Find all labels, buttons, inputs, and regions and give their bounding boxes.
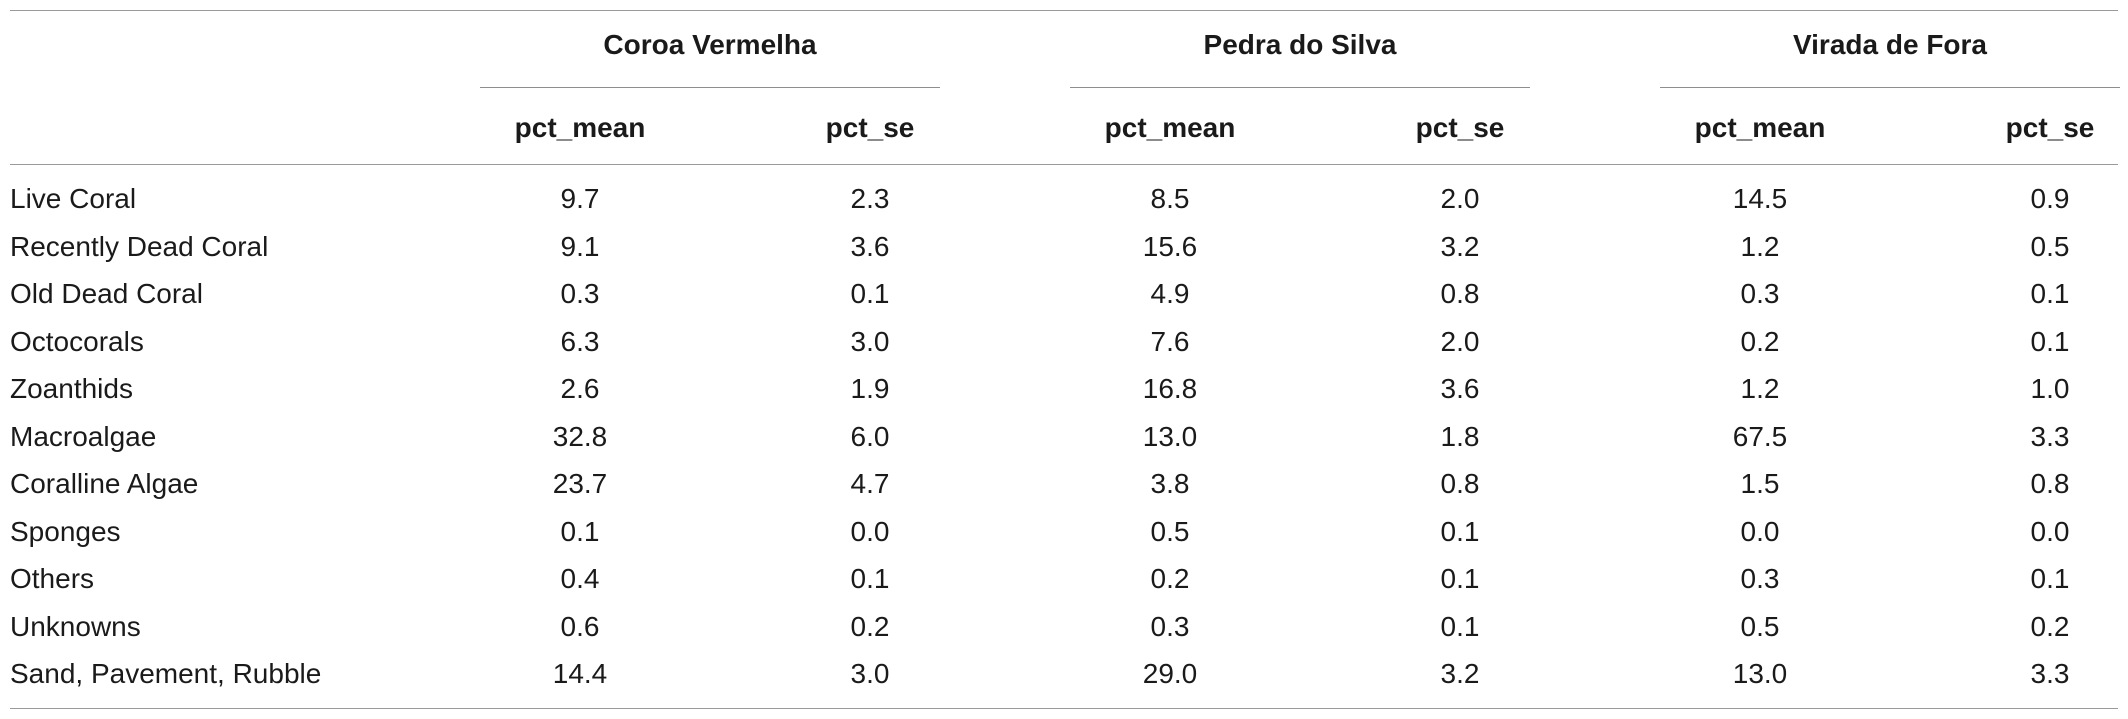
table-cell: 8.5 [1150,183,1190,214]
table-cell: 0.0 [850,515,890,547]
row-label: Sponges [10,515,121,547]
table-cell: 2.3 [850,183,890,214]
table-cell: 4.9 [1150,278,1190,309]
table-cell: 0.4 [560,563,600,594]
row-label: Coralline Algae [10,468,199,499]
column-header-pct-se: pct_se [1415,112,1505,143]
table-cell: 2.0 [1440,325,1480,357]
table-cell: 0.1 [1440,515,1480,547]
table-cell: 3.0 [850,658,890,689]
table-cell: 0.8 [1440,468,1480,499]
table-cell: 1.2 [1740,230,1780,262]
table-cell: 29.0 [1142,658,1198,689]
table-cell: 0.1 [850,563,890,594]
table-cell: 0.2 [1740,325,1780,357]
row-label: Old Dead Coral [10,278,203,309]
table-cell: 0.1 [2030,278,2070,309]
table-cell: 0.1 [2030,325,2070,357]
table-cell: 0.3 [1740,278,1780,309]
table-cell: 16.8 [1142,373,1198,404]
table-cell: 3.6 [850,230,890,262]
table-cell: 67.5 [1732,420,1788,452]
table-cell: 3.3 [2030,658,2070,689]
group-rule-virada-de-fora [1660,87,2120,88]
table-cell: 3.2 [1440,658,1480,689]
group-title-coroa-vermelha: Coroa Vermelha [603,29,817,60]
table-top-rule [10,10,2118,11]
table-cell: 0.1 [1440,563,1480,594]
row-label: Zoanthids [10,373,133,404]
table-bottom-rule [10,708,2118,709]
table-cell: 14.5 [1732,183,1788,214]
row-label: Live Coral [10,183,137,214]
table-cell: 0.6 [560,610,600,642]
row-label: Others [10,563,95,594]
table-cell: 0.2 [850,610,890,642]
table-cell: 3.6 [1440,373,1480,404]
table-cell: 9.7 [560,183,600,214]
table-cell: 0.3 [1740,563,1780,594]
column-header-pct-mean: pct_mean [1104,112,1236,143]
table-cell: 0.1 [850,278,890,309]
table-cell: 0.5 [1740,610,1780,642]
column-header-pct-se: pct_se [825,112,915,143]
table-cell: 13.0 [1142,420,1198,452]
table-cell: 0.2 [1150,563,1190,594]
table-cell: 2.0 [1440,183,1480,214]
table-cell: 0.2 [2030,610,2070,642]
table-cell: 1.9 [850,373,890,404]
group-title-pedra-do-silva: Pedra do Silva [1203,29,1397,60]
table-cell: 0.5 [2030,230,2070,262]
table-cell: 0.3 [560,278,600,309]
table-cell: 7.6 [1150,325,1190,357]
table-cell: 0.9 [2030,183,2070,214]
table-cell: 15.6 [1142,230,1198,262]
row-label: Sand, Pavement, Rubble [10,658,322,689]
table-cell: 4.7 [850,468,890,499]
table-cell: 23.7 [552,468,608,499]
table-cell: 2.6 [560,373,600,404]
table-cell: 14.4 [552,658,608,689]
table-cell: 0.0 [2030,515,2070,547]
table-cell: 1.2 [1740,373,1780,404]
table-cell: 0.3 [1150,610,1190,642]
table-cell: 0.1 [1440,610,1480,642]
table-header-rule [10,164,2118,165]
group-title-virada-de-fora: Virada de Fora [1792,29,1987,60]
table-cell: 0.8 [2030,468,2070,499]
column-header-pct-mean: pct_mean [1694,112,1826,143]
column-header-pct-se: pct_se [2005,112,2095,143]
table-cell: 6.0 [850,420,890,452]
row-label: Recently Dead Coral [10,230,269,262]
table-cell: 9.1 [560,230,600,262]
column-header-pct-mean: pct_mean [514,112,646,143]
table-cell: 6.3 [560,325,600,357]
table-cell: 1.5 [1740,468,1780,499]
row-label: Macroalgae [10,420,157,452]
table-cell: 0.1 [2030,563,2070,594]
table-cell: 0.1 [560,515,600,547]
row-label: Octocorals [10,325,144,357]
row-label: Unknowns [10,610,141,642]
table-cell: 0.0 [1740,515,1780,547]
table-cell: 13.0 [1732,658,1788,689]
table-cell: 32.8 [552,420,608,452]
table-cell: 1.0 [2030,373,2070,404]
table-cell: 3.0 [850,325,890,357]
table-cell: 3.8 [1150,468,1190,499]
group-rule-pedra-do-silva [1070,87,1530,88]
table-cell: 0.8 [1440,278,1480,309]
group-rule-coroa-vermelha [480,87,940,88]
table-cell: 3.2 [1440,230,1480,262]
table-cell: 0.5 [1150,515,1190,547]
table-cell: 3.3 [2030,420,2070,452]
table-cell: 1.8 [1440,420,1480,452]
